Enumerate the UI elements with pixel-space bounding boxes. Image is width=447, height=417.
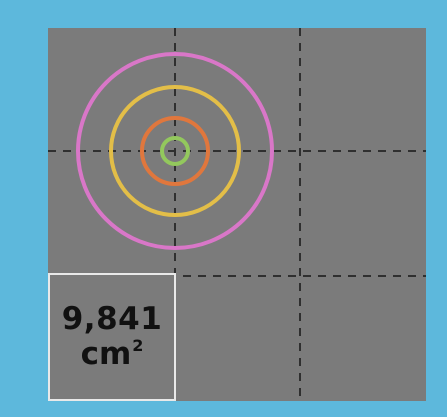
area-label-box: 9,841 cm2 xyxy=(48,273,176,401)
outer-pink-ring xyxy=(76,52,274,250)
area-unit-superscript: 2 xyxy=(132,336,144,355)
area-unit-text: cm xyxy=(80,336,132,372)
area-unit: cm2 xyxy=(81,337,144,372)
inner-green-ring xyxy=(160,136,190,166)
yellow-ring xyxy=(109,85,241,217)
orange-ring xyxy=(140,116,210,186)
area-value: 9,841 xyxy=(61,301,163,338)
